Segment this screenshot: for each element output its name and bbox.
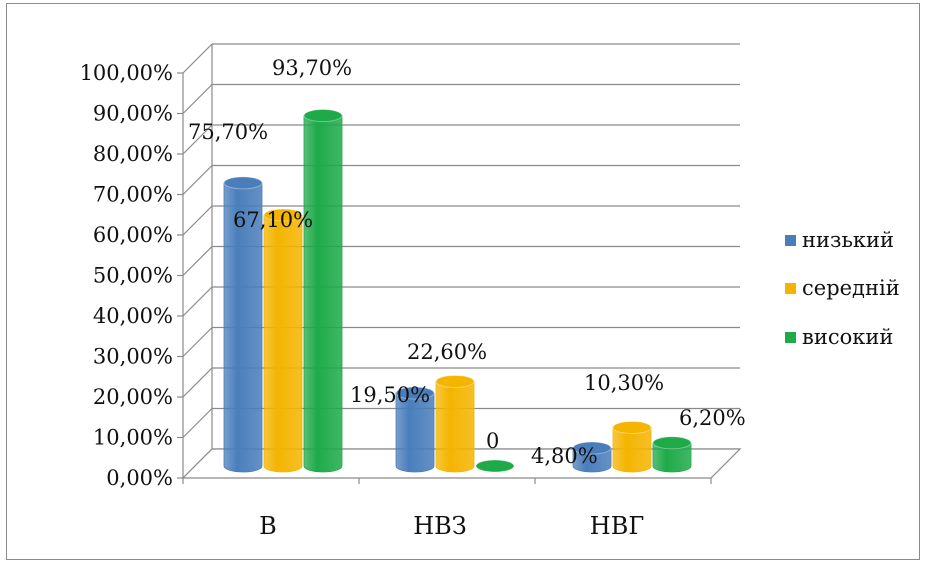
data-label: 6,20%	[679, 406, 746, 430]
bar-top	[303, 109, 343, 123]
bar-В-високий	[303, 109, 343, 473]
side-wall-line	[182, 124, 213, 155]
bar-top	[395, 386, 435, 400]
bar-body	[263, 214, 303, 473]
x-category-label: НВГ	[590, 512, 644, 540]
side-wall-line	[182, 205, 213, 236]
y-tick-label: 20,00%	[93, 385, 173, 409]
side-wall-line	[182, 246, 213, 276]
legend-swatch	[785, 332, 796, 343]
bar-В-середній	[263, 208, 303, 473]
legend-label: середній	[802, 276, 900, 300]
bar-body	[435, 381, 475, 473]
y-tick-label: 100,00%	[80, 61, 173, 85]
bar-top	[652, 436, 692, 450]
data-label: 67,10%	[233, 208, 313, 232]
data-label: 19,50%	[350, 383, 430, 407]
bar-body	[652, 442, 692, 473]
side-wall-line	[182, 84, 213, 114]
x-category-label: НВЗ	[413, 512, 467, 540]
legend-swatch	[785, 283, 796, 294]
data-label: 10,30%	[584, 371, 664, 395]
side-wall-line	[182, 367, 213, 398]
y-tick-label: 10,00%	[93, 426, 173, 450]
data-label: 0	[486, 429, 499, 453]
side-wall-line	[182, 327, 213, 357]
bar-top	[572, 441, 612, 455]
y-tick-label: 0,00%	[106, 466, 173, 490]
data-label: 75,70%	[188, 120, 268, 144]
bar-body	[223, 182, 263, 473]
side-wall-line	[182, 286, 213, 317]
bar-top	[263, 208, 303, 222]
data-label: 93,70%	[272, 56, 352, 80]
y-tick-label: 90,00%	[93, 102, 173, 126]
bar-body	[612, 427, 652, 473]
y-tick-label: 70,00%	[93, 183, 173, 207]
data-label: 4,80%	[531, 444, 598, 468]
legend-swatch	[785, 235, 796, 246]
legend-label: високий	[802, 325, 893, 349]
side-wall-line	[182, 43, 213, 74]
y-tick-label: 40,00%	[93, 304, 173, 328]
bar-НВЗ-низький	[395, 386, 435, 473]
bar-body	[572, 447, 612, 473]
y-tick-label: 60,00%	[93, 223, 173, 247]
bar-top	[612, 420, 652, 434]
y-tick-label: 80,00%	[93, 142, 173, 166]
bar-top	[223, 176, 263, 190]
bar-body	[303, 115, 343, 473]
side-wall-line	[182, 408, 213, 438]
side-wall-line	[182, 165, 213, 195]
data-label: 22,60%	[407, 340, 487, 364]
bar-НВГ-високий	[652, 436, 692, 473]
bar-В-низький	[223, 176, 263, 473]
bar-top	[475, 459, 515, 473]
x-category-label: В	[259, 512, 277, 540]
bar-top	[435, 374, 475, 388]
bar-НВЗ-середній	[435, 374, 475, 473]
bar-body	[395, 392, 435, 473]
bar-НВЗ-високий	[475, 459, 515, 473]
bar-НВГ-низький	[572, 441, 612, 473]
bar-НВГ-середній	[612, 420, 652, 473]
y-tick-label: 50,00%	[93, 264, 173, 288]
y-tick-label: 30,00%	[93, 345, 173, 369]
legend-label: низький	[802, 228, 894, 252]
